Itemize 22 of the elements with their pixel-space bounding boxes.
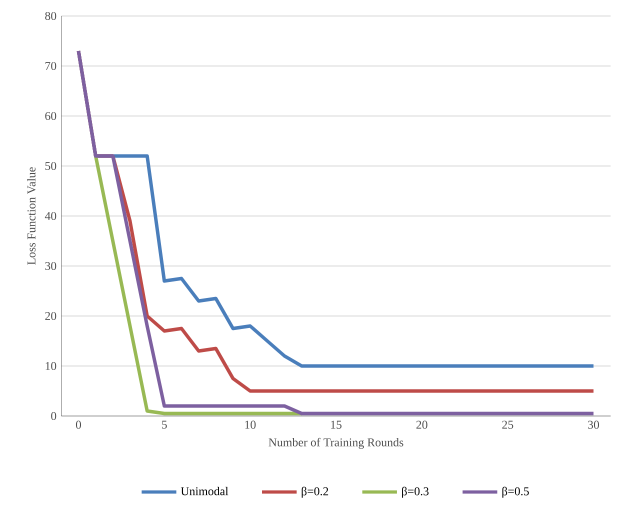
x-tick-label: 25 <box>502 420 514 429</box>
legend-label: β=0.2 <box>302 486 328 498</box>
y-tick-label: 20 <box>45 312 56 320</box>
y-tick-label: 50 <box>45 162 56 170</box>
legend-label: β=0.3 <box>402 486 429 498</box>
x-tick-label: 30 <box>588 420 600 429</box>
x-tick-label: 0 <box>76 420 82 429</box>
x-tick-label: 20 <box>416 420 428 429</box>
y-tick-label: 10 <box>46 362 56 370</box>
legend-label: Unimodal <box>180 486 228 496</box>
x-tick-label: 15 <box>331 420 342 429</box>
legend-label: β=0.5 <box>502 486 529 498</box>
y-tick-label: 0 <box>51 412 56 420</box>
y-axis-title: Loss Function Value <box>27 167 36 265</box>
y-tick-label: 60 <box>45 112 56 120</box>
y-tick-label: 70 <box>45 62 56 70</box>
y-tick-label: 30 <box>45 262 56 270</box>
y-tick-label: 80 <box>45 12 56 20</box>
x-tick-label: 5 <box>162 420 167 429</box>
x-axis-title: Number of Training Rounds <box>268 438 404 449</box>
x-tick-label: 10 <box>245 420 256 429</box>
y-tick-label: 40 <box>44 212 56 220</box>
